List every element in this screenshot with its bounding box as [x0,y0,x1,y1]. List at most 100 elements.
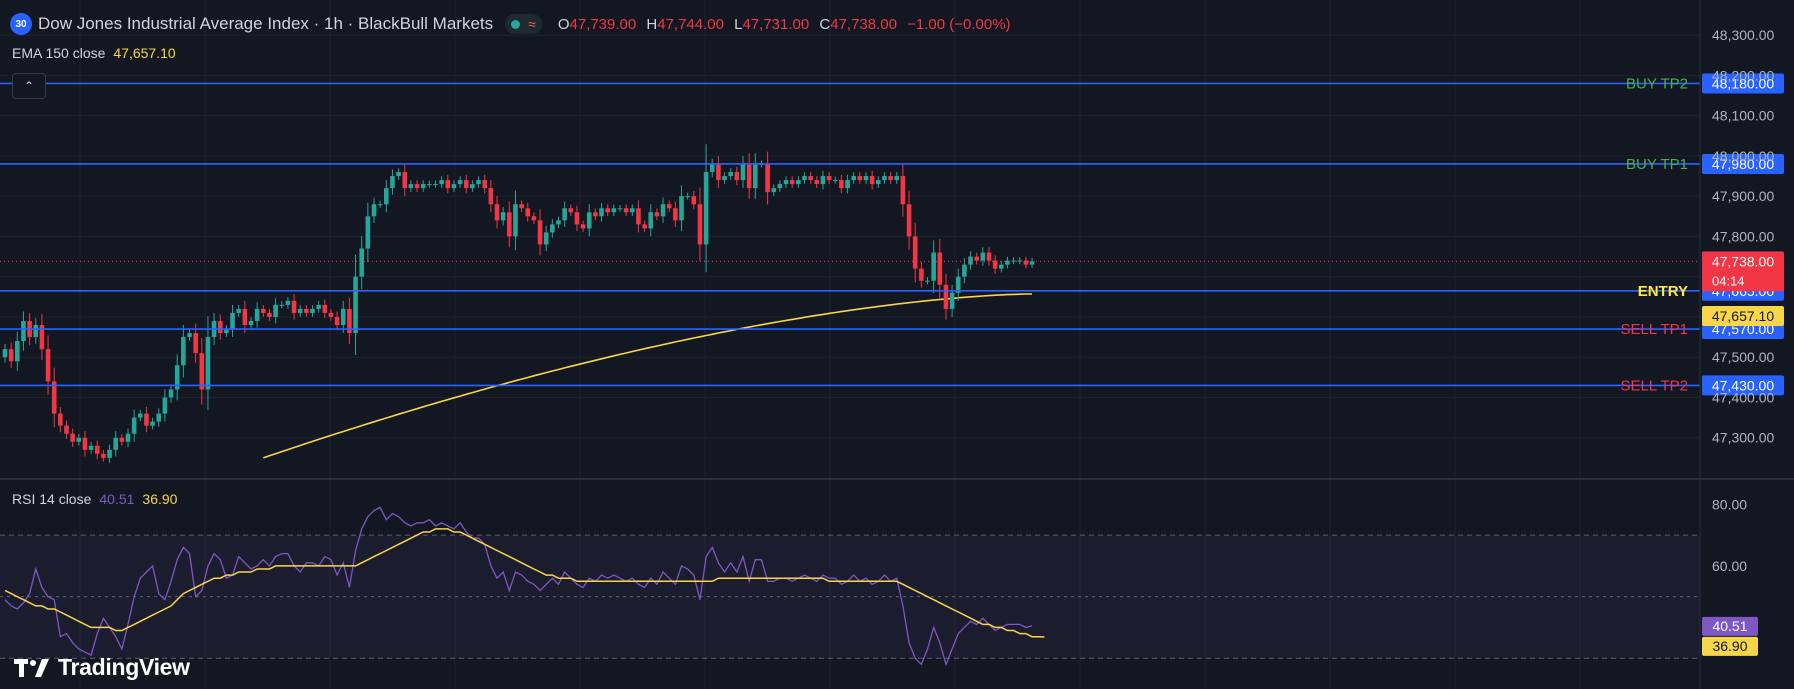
open-label: O [557,15,570,33]
candle-body [291,300,297,313]
candle [334,311,340,331]
candle [359,236,364,289]
candle [131,409,137,442]
candle [783,176,789,188]
candle [894,172,900,184]
candle-body [912,236,918,269]
candle [150,417,155,430]
candle [857,172,863,184]
candle [685,192,690,200]
level-label: BUY TP2 [1626,75,1688,92]
candle [777,180,783,192]
collapse-legend-button[interactable]: ⌃ [12,73,46,99]
market-status-pill[interactable]: ≈ [505,14,542,34]
level-label: SELL TP1 [1620,321,1688,338]
ema-price-tag-label: 47,657.10 [1712,308,1774,324]
candle [796,176,801,188]
candle [217,314,223,340]
symbol-title[interactable]: Dow Jones Industrial Average Index · 1h … [38,14,494,33]
candle-body [525,208,531,217]
candle [371,197,377,223]
candle [599,203,604,222]
candle-body [562,208,567,221]
candle-body [39,325,45,350]
rsi-legend[interactable]: RSI 14 close 40.51 36.90 [12,491,177,507]
candle-body [851,176,856,181]
candle-body [925,280,930,282]
candle [986,247,992,266]
candle [2,343,8,363]
candle [144,406,149,433]
candle-body [722,176,727,181]
candle-body [1023,260,1029,265]
candle [771,184,777,196]
candle-body [236,308,241,313]
candle-body [839,180,844,189]
price-tick-label: 47,300.00 [1712,430,1774,446]
candle [943,273,949,320]
candle-body [593,212,598,217]
price-tick-label: 48,300.00 [1712,27,1774,43]
candle [703,144,709,273]
candle-body [205,337,211,390]
candle [605,204,610,217]
candle [832,176,838,184]
candle [33,318,39,344]
candle-body [15,341,20,362]
candle-body [746,163,752,189]
candle [851,172,856,184]
candle-body [51,381,57,414]
candle [21,311,26,351]
rsi-legend-name: RSI 14 close [12,491,92,507]
candle [1011,257,1016,265]
price-tick-label: 48,000.00 [1712,148,1774,164]
candle [285,297,291,309]
candle-body [962,264,967,277]
candle [586,204,592,237]
candle [58,406,63,433]
candle [697,187,703,261]
candle-body [396,172,401,177]
ema-legend[interactable]: EMA 150 close 47,657.10 [12,45,176,61]
candle-body [1017,260,1023,262]
candle [623,204,629,217]
price-axis[interactable]: 48,300.0048,200.0048,100.0048,000.0047,9… [1699,0,1784,689]
candle [162,389,168,422]
candle-body [76,437,82,442]
price-tick-label: 48,200.00 [1712,67,1774,83]
candle-body [1029,261,1035,265]
candle-body [876,180,881,185]
candle-body [919,268,924,281]
candle [789,176,795,188]
candle-body [623,208,629,213]
candle [666,200,672,213]
candle [722,172,727,184]
candle-body [709,163,715,173]
candle [949,284,955,317]
ohlc-values: O47,739.00 H47,744.00 L47,731.00 C47,738… [552,16,1011,33]
candle-body [642,224,647,229]
candle-body [476,180,481,185]
tradingview-logo[interactable]: TradingView [14,654,190,681]
candle [254,302,260,328]
candle [709,158,715,178]
symbol-badge[interactable]: 30 [10,13,32,35]
candle-body [697,204,703,245]
candle [513,190,518,251]
candle [746,153,752,199]
candle-body [463,180,469,189]
candle-body [974,256,979,261]
candle [353,254,358,356]
candle-body [980,252,986,261]
high-label: H [646,15,658,33]
candle [980,247,986,266]
candle-body [217,320,223,334]
candle [482,174,487,194]
rsi-tick-label: 60.00 [1712,558,1747,574]
candle [248,317,254,329]
candle-body [125,433,131,442]
candle-body [33,325,39,338]
candle [199,338,205,405]
